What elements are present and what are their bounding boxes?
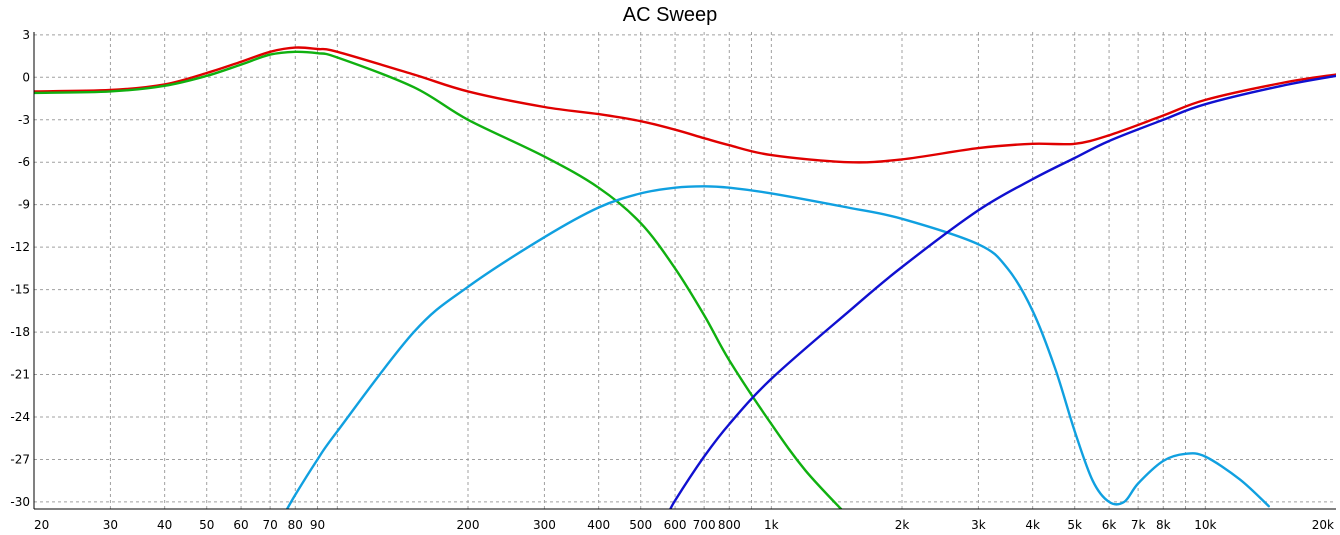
series-line-4 [669,74,1336,509]
x-tick-label: 90 [310,518,325,532]
x-tick-label: 50 [199,518,214,532]
x-tick-label: 200 [457,518,480,532]
y-tick-label: -30 [10,495,30,509]
x-tick-label: 10k [1194,518,1216,532]
x-tick-label: 3k [971,518,986,532]
axes [33,32,1336,510]
x-tick-label: 6k [1102,518,1117,532]
x-tick-label: 4k [1025,518,1040,532]
x-tick-label: 500 [629,518,652,532]
y-tick-label: 0 [22,70,30,84]
x-tick-label: 7k [1131,518,1146,532]
x-tick-label: 600 [664,518,687,532]
y-tick-label: -24 [10,410,30,424]
x-tick-label: 700 [693,518,716,532]
x-tick-label: 1k [764,518,779,532]
y-tick-label: -6 [18,155,30,169]
y-tick-label: 3 [22,28,30,42]
x-tick-label: 70 [262,518,277,532]
x-tick-label: 300 [533,518,556,532]
chart-title: AC Sweep [622,4,718,26]
x-tick-label: 20 [34,518,49,532]
x-tick-label: 5k [1067,518,1082,532]
series-lines [34,46,1336,509]
y-tick-label: -21 [10,368,30,382]
x-tick-label: 2k [895,518,910,532]
x-tick-label: 8k [1156,518,1171,532]
y-tick-label: -12 [10,240,30,254]
x-tick-labels: 20 30 40 50 60 70 80 90 200 300 400 500 600 700 800 1k 2… [34,518,1334,532]
x-tick-label: 800 [718,518,741,532]
y-tick-label: -27 [10,452,30,466]
x-tick-label: 60 [233,518,248,532]
series-line-1 [34,46,1336,164]
x-tick-label: 20k [1312,518,1334,532]
y-tick-label: -18 [10,325,30,339]
series-line-2 [34,50,843,509]
x-tick-label: 40 [157,518,172,532]
y-tick-label: -3 [18,113,30,127]
series-line-3 [285,185,1270,509]
y-tick-labels: 3 0 -3 -6 -9 -12 -15 -18 -21 -24 -27 -30 [10,28,30,509]
y-tick-label: -15 [10,283,30,297]
x-tick-label: 30 [103,518,118,532]
grid-lines [34,32,1336,509]
x-tick-label: 400 [587,518,610,532]
y-tick-label: -9 [18,198,30,212]
x-tick-label: 80 [288,518,303,532]
